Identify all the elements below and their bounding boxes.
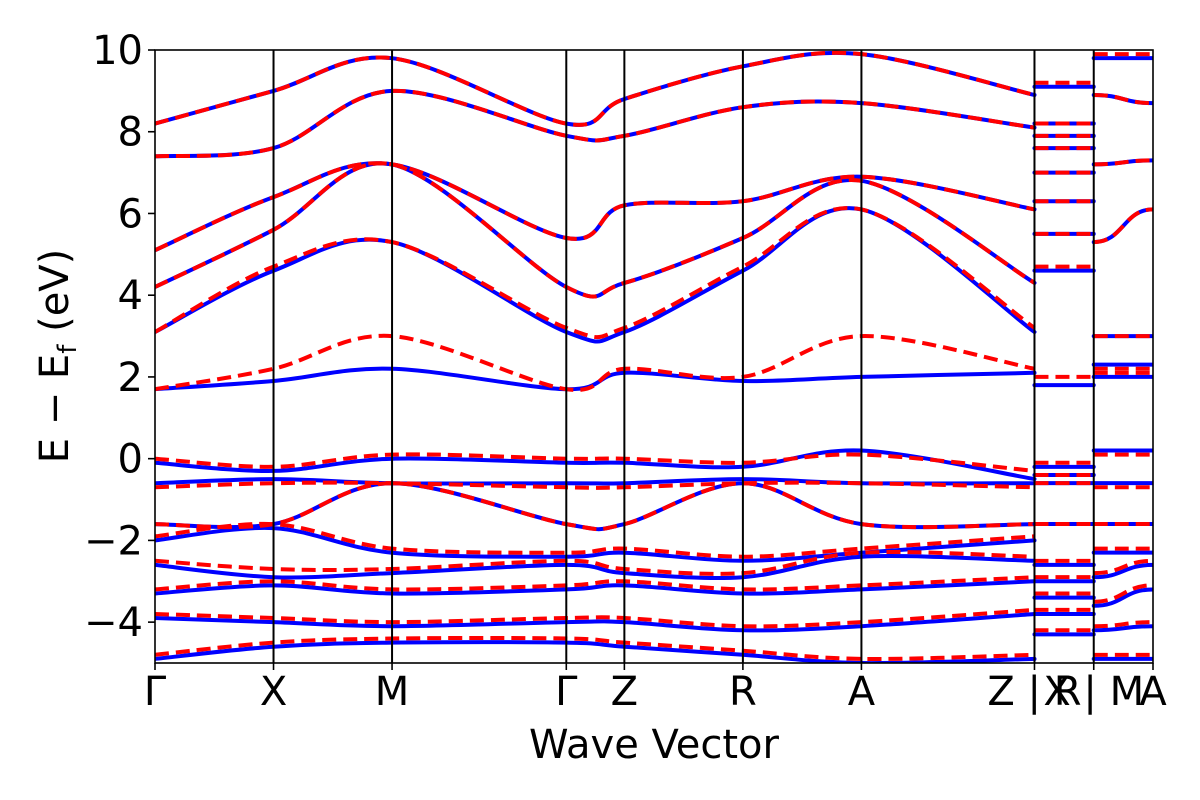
y-tick-label: 0 [118,437,143,483]
ma-blue-band-2 [1091,624,1153,633]
y-tick-label: −4 [84,600,143,646]
x-tick-label: A [848,669,876,715]
ma-red-band-14 [1093,92,1153,106]
red-band-1 [155,635,1035,661]
red-band-13 [155,88,1035,159]
y-axis-label: E − Ef (eV) [32,249,83,464]
ma-red-band-4 [1093,558,1153,576]
x-tick-label: Z | R [987,669,1081,715]
y-tick-label: 2 [118,355,143,401]
red-band-4 [155,549,1035,576]
x-tick-label: A [1139,669,1167,715]
red-band-3 [155,575,1035,592]
y-tick-label: 4 [118,273,143,319]
x-tick-label: X [260,669,287,715]
ma-red-band-13 [1093,158,1153,167]
x-tick-label: Γ [144,669,167,715]
blue-band-1 [155,640,1037,663]
x-axis-label: Wave Vector [529,722,780,768]
ma-blue-band-4 [1091,562,1153,580]
x-tick-label: X | M [1043,669,1144,715]
y-tick-label: 8 [118,110,143,156]
x-tick-label: Z [611,669,638,715]
x-tick-label: R [729,669,757,715]
red-band-8 [155,452,1035,473]
red-band-2 [155,607,1035,629]
y-axis-label-main: E − E [32,354,78,464]
ma-blue-band-3 [1091,587,1153,608]
y-axis-ticks: 10 8 6 4 2 0 −2 −4 [84,28,155,646]
ma-red-band-2 [1093,620,1153,629]
y-axis-label-units: (eV) [32,249,78,345]
ma-red-band-12 [1093,207,1153,245]
ma-red-band-3 [1093,583,1153,604]
x-tick-label: M [375,669,410,715]
x-tick-label: Γ [555,669,578,715]
y-axis-label-subscript: f [53,344,83,354]
plot-frame [154,49,1154,664]
y-tick-label: −2 [84,518,143,564]
kpath-divider-lines [272,50,1095,663]
red-band-5 [155,521,1035,559]
y-tick-label: 10 [92,28,143,74]
y-tick-label: 6 [118,191,143,237]
